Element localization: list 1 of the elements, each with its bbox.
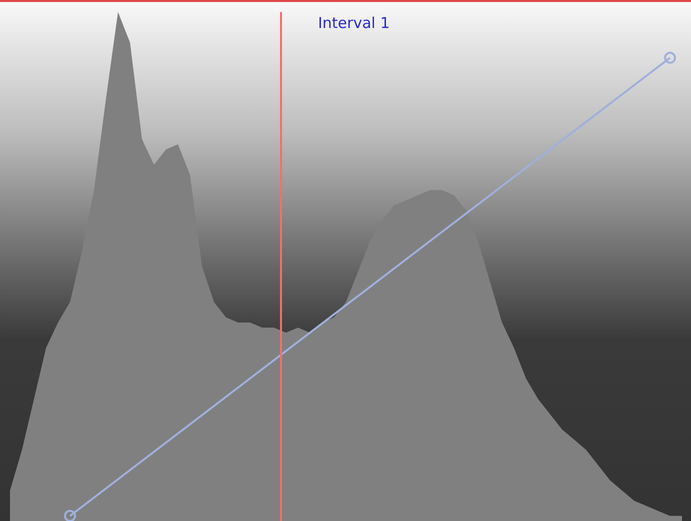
annotation: Interval 1 xyxy=(318,14,390,32)
